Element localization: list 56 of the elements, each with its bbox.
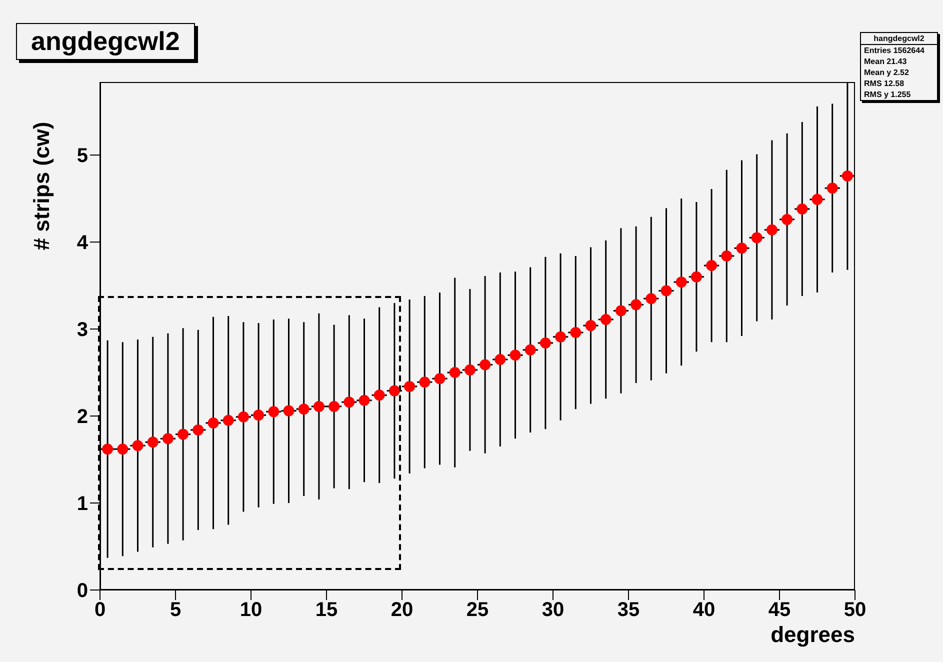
point <box>842 170 853 182</box>
point <box>404 380 416 392</box>
point <box>388 385 400 396</box>
x-tick-label: 15 <box>315 599 338 622</box>
point <box>192 424 204 436</box>
point <box>646 293 657 304</box>
x-tick-label: 5 <box>170 599 182 622</box>
point <box>630 299 642 310</box>
x-tick-label: 35 <box>617 599 640 622</box>
x-tick-label: 10 <box>240 599 262 622</box>
chart-title: angdegcwl2 <box>16 23 195 60</box>
x-tick-label: 40 <box>692 599 716 622</box>
point <box>796 204 808 214</box>
point <box>766 224 778 236</box>
point <box>480 359 491 370</box>
y-tick-label: 2 <box>76 406 88 428</box>
point <box>782 214 793 225</box>
x-tick-label: 20 <box>390 599 414 622</box>
x-tick-label: 45 <box>768 599 791 622</box>
text: hangdegcwl2 <box>861 33 937 45</box>
y-tick-label: 4 <box>76 232 89 254</box>
point <box>751 232 762 244</box>
point <box>524 344 536 356</box>
x-tick-label: 25 <box>466 599 489 622</box>
point <box>510 350 521 361</box>
point <box>826 182 838 194</box>
point <box>585 320 596 332</box>
point <box>676 276 687 288</box>
point <box>690 271 702 282</box>
point <box>555 331 566 342</box>
text: RMS 12.58 <box>863 78 906 89</box>
text: Mean 21.43 <box>863 56 908 67</box>
point <box>178 428 189 440</box>
y-axis-title: # strips (cw) <box>29 122 55 250</box>
x-tick-label: 30 <box>542 599 564 622</box>
text: Entries 1562644 <box>863 45 926 56</box>
point <box>615 305 626 316</box>
x-tick-label: 50 <box>844 599 866 622</box>
point <box>570 327 582 338</box>
text: Mean y 2.52 <box>863 67 910 78</box>
text: RMS y 1.255 <box>863 89 912 100</box>
point <box>721 250 732 262</box>
point <box>540 337 551 348</box>
point <box>660 285 672 296</box>
point <box>494 354 506 365</box>
point <box>812 194 823 205</box>
point <box>600 314 612 325</box>
y-tick-label: 3 <box>76 319 88 342</box>
y-tick-label: 0 <box>76 580 88 602</box>
y-tick-label: 1 <box>76 493 88 516</box>
point <box>736 242 748 254</box>
y-tick-label: 5 <box>76 145 88 168</box>
point <box>374 390 385 401</box>
x-tick-label: 0 <box>94 599 106 622</box>
point <box>706 260 718 272</box>
x-axis-title: degrees <box>770 622 855 648</box>
